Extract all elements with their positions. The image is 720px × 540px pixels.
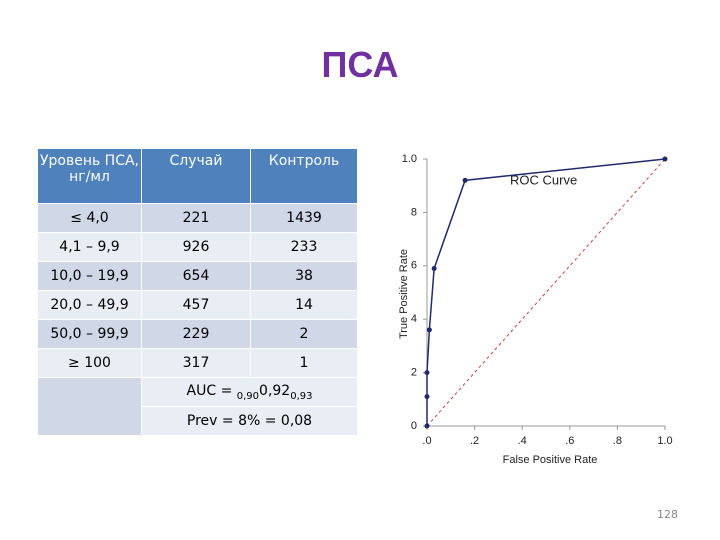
table-cell: 38 xyxy=(250,261,358,291)
roc-point xyxy=(662,156,668,162)
auc-row: AUC = 0,900,920,93 xyxy=(37,377,358,436)
table-cell: 14 xyxy=(250,290,358,320)
auc-high: 0,93 xyxy=(290,390,313,402)
y-tick-label: 2 xyxy=(411,367,417,379)
prev-cell: Prev = 8% = 0,08 xyxy=(141,406,358,436)
slide-title: ПСА xyxy=(321,44,399,85)
table-row: 10,0 – 19,9 654 38 xyxy=(37,261,358,291)
table-cell: 4,1 – 9,9 xyxy=(37,232,142,262)
roc-point xyxy=(426,327,432,333)
x-axis-label: False Positive Rate xyxy=(503,454,598,466)
y-axis-label: True Positive Rate xyxy=(398,249,410,339)
table-cell: 926 xyxy=(141,232,251,262)
x-tick-label: .8 xyxy=(613,435,622,447)
y-tick-label: 1.0 xyxy=(402,153,417,165)
table-cell: 233 xyxy=(250,232,358,262)
header-cell: Уровень ПСА, нг/мл xyxy=(37,148,142,204)
annotation: ROC Curve xyxy=(510,172,577,187)
y-tick-label: 6 xyxy=(411,260,417,272)
x-tick-label: 1.0 xyxy=(657,435,672,447)
table-cell: ≤ 4,0 xyxy=(37,203,142,233)
x-tick-label: .6 xyxy=(565,435,574,447)
roc-point xyxy=(424,370,430,376)
empty-cell xyxy=(37,377,142,436)
y-tick-label: 0 xyxy=(411,420,417,432)
table-cell: 10,0 – 19,9 xyxy=(37,261,142,291)
table-cell: 1439 xyxy=(250,203,358,233)
auc-prefix: AUC = xyxy=(186,382,233,399)
diagonal xyxy=(426,158,666,427)
table-row: 4,1 – 9,9 926 233 xyxy=(37,232,358,262)
x-tick-label: .2 xyxy=(470,435,479,447)
roc-point xyxy=(424,423,430,429)
table-cell: 457 xyxy=(141,290,251,320)
auc-cell: AUC = 0,900,920,93 xyxy=(141,377,358,407)
table-cell: 221 xyxy=(141,203,251,233)
table-cell: 20,0 – 49,9 xyxy=(37,290,142,320)
table-cell: 654 xyxy=(141,261,251,291)
table-cell: 1 xyxy=(250,348,358,378)
roc-point xyxy=(462,177,468,183)
header-cell: Контроль xyxy=(250,148,358,204)
x-tick-label: .0 xyxy=(422,435,431,447)
page-number: 128 xyxy=(657,508,678,521)
table-body: ≤ 4,0 221 1439 4,1 – 9,9 926 233 10,0 – 19,9 65… xyxy=(37,203,358,378)
roc-point xyxy=(424,394,430,400)
psa-table: Уровень ПСА, нг/мл Случай Контроль ≤ 4,0… xyxy=(37,148,358,436)
x-tick-label: .4 xyxy=(518,435,527,447)
table-row: ≤ 4,0 221 1439 xyxy=(37,203,358,233)
auc-value: 0,92 xyxy=(259,382,291,399)
roc-point xyxy=(431,265,437,271)
y-tick-label: 4 xyxy=(411,313,417,325)
y-tick-label: 8 xyxy=(411,206,417,218)
auc-low: 0,90 xyxy=(236,390,260,402)
prev-row: Prev = 8% = 0,08 xyxy=(38,406,358,436)
table-header: Уровень ПСА, нг/мл Случай Контроль xyxy=(37,148,358,204)
table-row: 20,0 – 49,9 457 14 xyxy=(37,290,358,320)
